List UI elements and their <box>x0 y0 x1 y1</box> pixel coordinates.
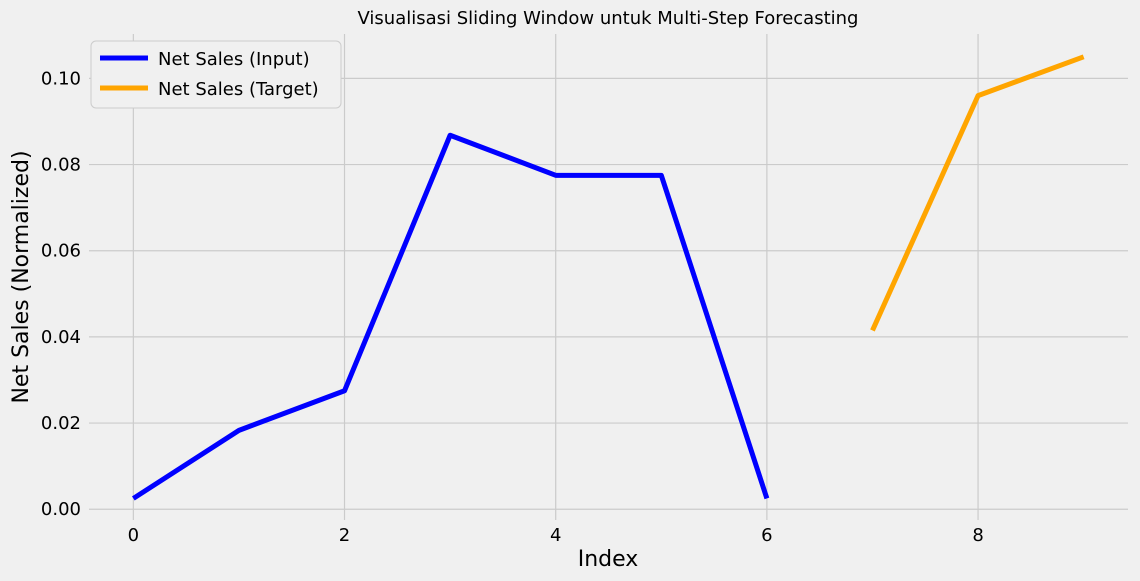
legend: Net Sales (Input) Net Sales (Target) <box>90 40 342 109</box>
y-tick-label: 0.04 <box>41 327 81 348</box>
legend-box <box>90 40 342 109</box>
y-tick-label: 0.00 <box>41 499 81 520</box>
y-axis-label: Net Sales (Normalized) <box>9 150 34 403</box>
y-tick-label: 0.10 <box>41 68 81 89</box>
x-axis-label: Index <box>578 547 639 572</box>
x-tick-label: 4 <box>550 525 561 546</box>
y-tick-label: 0.08 <box>41 155 81 176</box>
series-line-input <box>131 132 770 501</box>
plot-area <box>89 34 1128 520</box>
x-tick-label: 0 <box>128 525 139 546</box>
chart-title: Visualisasi Sliding Window untuk Multi-S… <box>358 8 859 29</box>
x-tick-label: 6 <box>761 525 772 546</box>
tick-labels: 0.00 0.02 0.04 0.06 0.08 0.10 0 2 4 6 8 <box>41 68 984 546</box>
series-line-target <box>870 54 1085 332</box>
x-tick-label: 8 <box>972 525 983 546</box>
y-tick-label: 0.06 <box>41 241 81 262</box>
legend-label-target: Net Sales (Target) <box>158 79 319 100</box>
series-layer <box>131 54 1085 501</box>
x-tick-label: 2 <box>339 525 350 546</box>
y-tick-label: 0.02 <box>41 413 81 434</box>
legend-label-input: Net Sales (Input) <box>158 49 310 70</box>
